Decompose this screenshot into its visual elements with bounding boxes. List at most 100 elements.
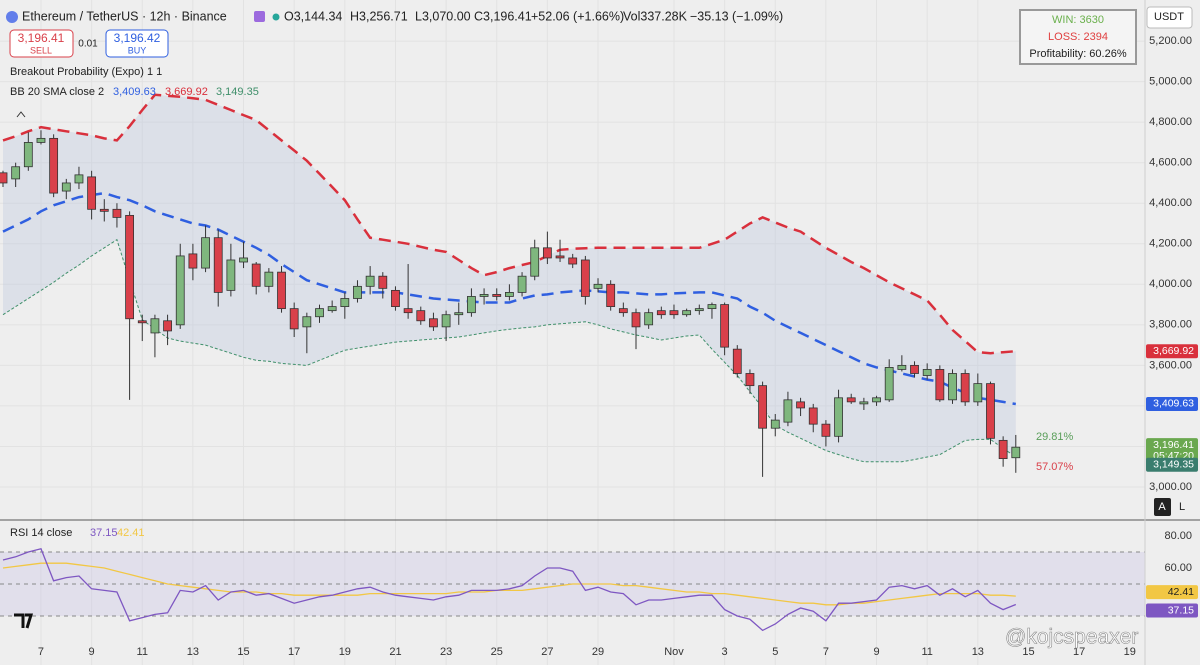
x-tick-label: 27 <box>541 646 553 658</box>
candle-body <box>821 423 831 437</box>
status-dot <box>272 13 280 21</box>
x-tick-label: 23 <box>440 646 452 658</box>
low: L3,070.00 <box>415 9 471 23</box>
auto-scale: A <box>1158 501 1166 513</box>
x-tick-label: 3 <box>722 646 728 658</box>
buy-button[interactable] <box>105 29 169 58</box>
bb-basis-value: 3,409.63 <box>113 86 156 98</box>
candle-body <box>910 364 919 374</box>
candle-body <box>530 247 540 277</box>
candle-body <box>644 312 654 326</box>
symbol-icon <box>6 11 18 23</box>
candle-body <box>606 283 616 307</box>
last-price: 3,196.41 <box>1153 439 1194 451</box>
price-tag <box>1146 585 1198 600</box>
rsi-line <box>2 548 1017 632</box>
candle-body <box>948 373 957 401</box>
candle-body <box>277 271 286 310</box>
candle-body <box>302 316 312 328</box>
candle-body <box>517 275 527 293</box>
x-tick-label: 17 <box>288 646 300 658</box>
sell-label: SELL <box>30 45 52 55</box>
candle-body <box>137 320 147 324</box>
y-tick-label: 5,200.00 <box>1149 35 1192 47</box>
price-tag-label: 3,149.35 <box>1153 458 1194 470</box>
breakout-down: 57.07% <box>1036 461 1074 473</box>
candle-body <box>99 208 109 212</box>
candle-body <box>378 275 388 289</box>
bb-upper-value: 3,669.92 <box>165 86 208 98</box>
candle-body <box>353 285 362 299</box>
candle-body <box>758 385 767 429</box>
volume: Vol337.28K <box>623 9 688 23</box>
x-tick-label: 5 <box>772 646 778 658</box>
candle-body <box>251 263 261 287</box>
loss: LOSS: 2394 <box>1048 31 1108 43</box>
volume-change: −35.13 (−1.09%) <box>690 9 783 23</box>
x-tick-label: 15 <box>1022 646 1034 658</box>
spread: 0.01 <box>78 39 98 50</box>
breakout-indicator[interactable]: Breakout Probability (Expo) 1 1 <box>10 66 162 78</box>
rsi-indicator[interactable]: RSI 14 close <box>10 527 72 539</box>
candle-body <box>454 312 464 316</box>
y-tick-label: 3,800.00 <box>1149 319 1192 331</box>
change: +52.06 (+1.66%) <box>531 9 624 23</box>
log-scale[interactable]: L <box>1179 501 1185 513</box>
candle-body <box>960 373 970 403</box>
rsi-ma-value: 42.41 <box>117 527 145 539</box>
sell-price: 3,196.41 <box>18 31 65 45</box>
collapse-caret[interactable] <box>16 111 26 118</box>
candle-body <box>580 259 590 297</box>
high: H3,256.71 <box>350 9 408 23</box>
candle-body <box>315 308 324 318</box>
candle-body <box>492 294 502 297</box>
y-tick-label: 3,600.00 <box>1149 359 1192 371</box>
candle-body <box>23 142 33 168</box>
candle-body <box>1011 446 1021 459</box>
watermark: @kojcspeaxer <box>1005 626 1138 649</box>
bb-lower <box>2 238 1017 463</box>
currency-button[interactable] <box>1146 6 1193 29</box>
price-tag <box>1146 457 1198 472</box>
candle-body <box>859 401 869 405</box>
close: C3,196.41 <box>474 9 532 23</box>
candle-body <box>998 439 1008 460</box>
auto-scale-button[interactable] <box>1154 498 1171 516</box>
y-tick-label: 3,000.00 <box>1149 481 1192 493</box>
candle-body <box>504 292 514 297</box>
breakout-up: 29.81% <box>1036 431 1074 443</box>
price-tag-label: 42.41 <box>1168 586 1194 598</box>
candle-body <box>264 271 274 287</box>
y-tick-label: 4,000.00 <box>1149 278 1192 290</box>
rsi-value: 37.15 <box>90 527 118 539</box>
candle-body <box>834 397 843 437</box>
candle-body <box>150 318 160 334</box>
candle-body <box>745 373 755 387</box>
price-tag-label: 37.15 <box>1168 604 1194 616</box>
currency: USDT <box>1154 11 1184 23</box>
candle-body <box>201 237 210 269</box>
candle-body <box>61 182 71 192</box>
candle-body <box>239 257 248 263</box>
sell-button[interactable] <box>9 29 74 58</box>
flag[interactable] <box>254 11 265 22</box>
x-tick-label: 21 <box>389 646 401 658</box>
price-tag-label: 3,669.92 <box>1153 345 1194 357</box>
x-tick-label: 19 <box>339 646 351 658</box>
candle-body <box>226 259 236 291</box>
candle-body <box>986 383 995 439</box>
candle-body <box>796 401 805 409</box>
candle-body <box>682 310 692 316</box>
bb-upper <box>2 93 1016 355</box>
candle-body <box>403 308 413 314</box>
candle-body <box>467 296 476 314</box>
candle-body <box>568 257 578 265</box>
candle-body <box>365 275 375 287</box>
candle-body <box>163 320 172 332</box>
bb-indicator[interactable]: BB 20 SMA close 2 <box>10 86 104 98</box>
stats-box <box>1019 9 1137 65</box>
symbol[interactable]: Ethereum / TetherUS · 12h · Binance <box>22 9 227 23</box>
plot <box>0 93 1145 632</box>
candle-body <box>808 407 818 425</box>
tv-logo <box>14 613 34 629</box>
